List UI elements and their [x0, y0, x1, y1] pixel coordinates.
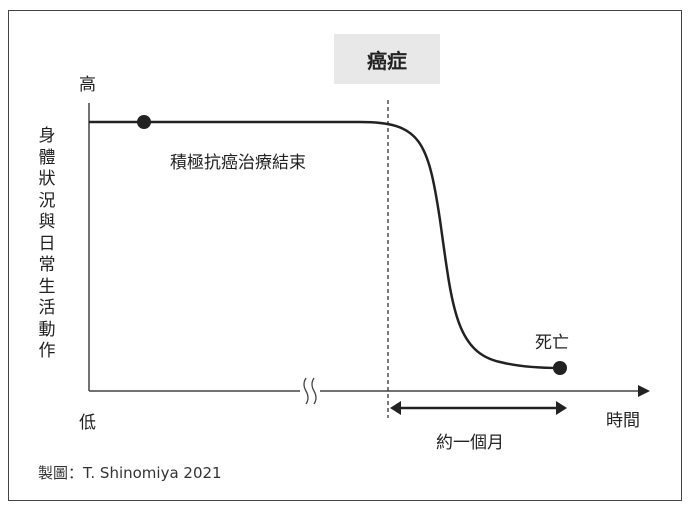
y-axis-title: 身體狀況與日常生活動作 — [38, 126, 56, 361]
y-axis-low-label: 低 — [79, 413, 96, 433]
treatment-end-label: 積極抗癌治療結束 — [170, 153, 306, 173]
death-label: 死亡 — [535, 333, 569, 353]
duration-double-arrow — [390, 401, 567, 415]
x-axis-title: 時間 — [606, 411, 640, 431]
duration-label: 約一個月 — [436, 433, 504, 453]
y-axis-high-label: 高 — [79, 75, 96, 95]
credit-text: 製圖：T. Shinomiya 2021 — [38, 464, 222, 482]
death-point — [553, 361, 567, 375]
axis-break-mark — [300, 377, 320, 405]
cancer-phase-label: 癌症 — [334, 34, 440, 84]
trajectory-curve — [89, 120, 561, 370]
x-axis-arrowhead — [638, 385, 650, 397]
diagram-frame — [8, 10, 682, 501]
treatment-end-point — [137, 115, 151, 129]
